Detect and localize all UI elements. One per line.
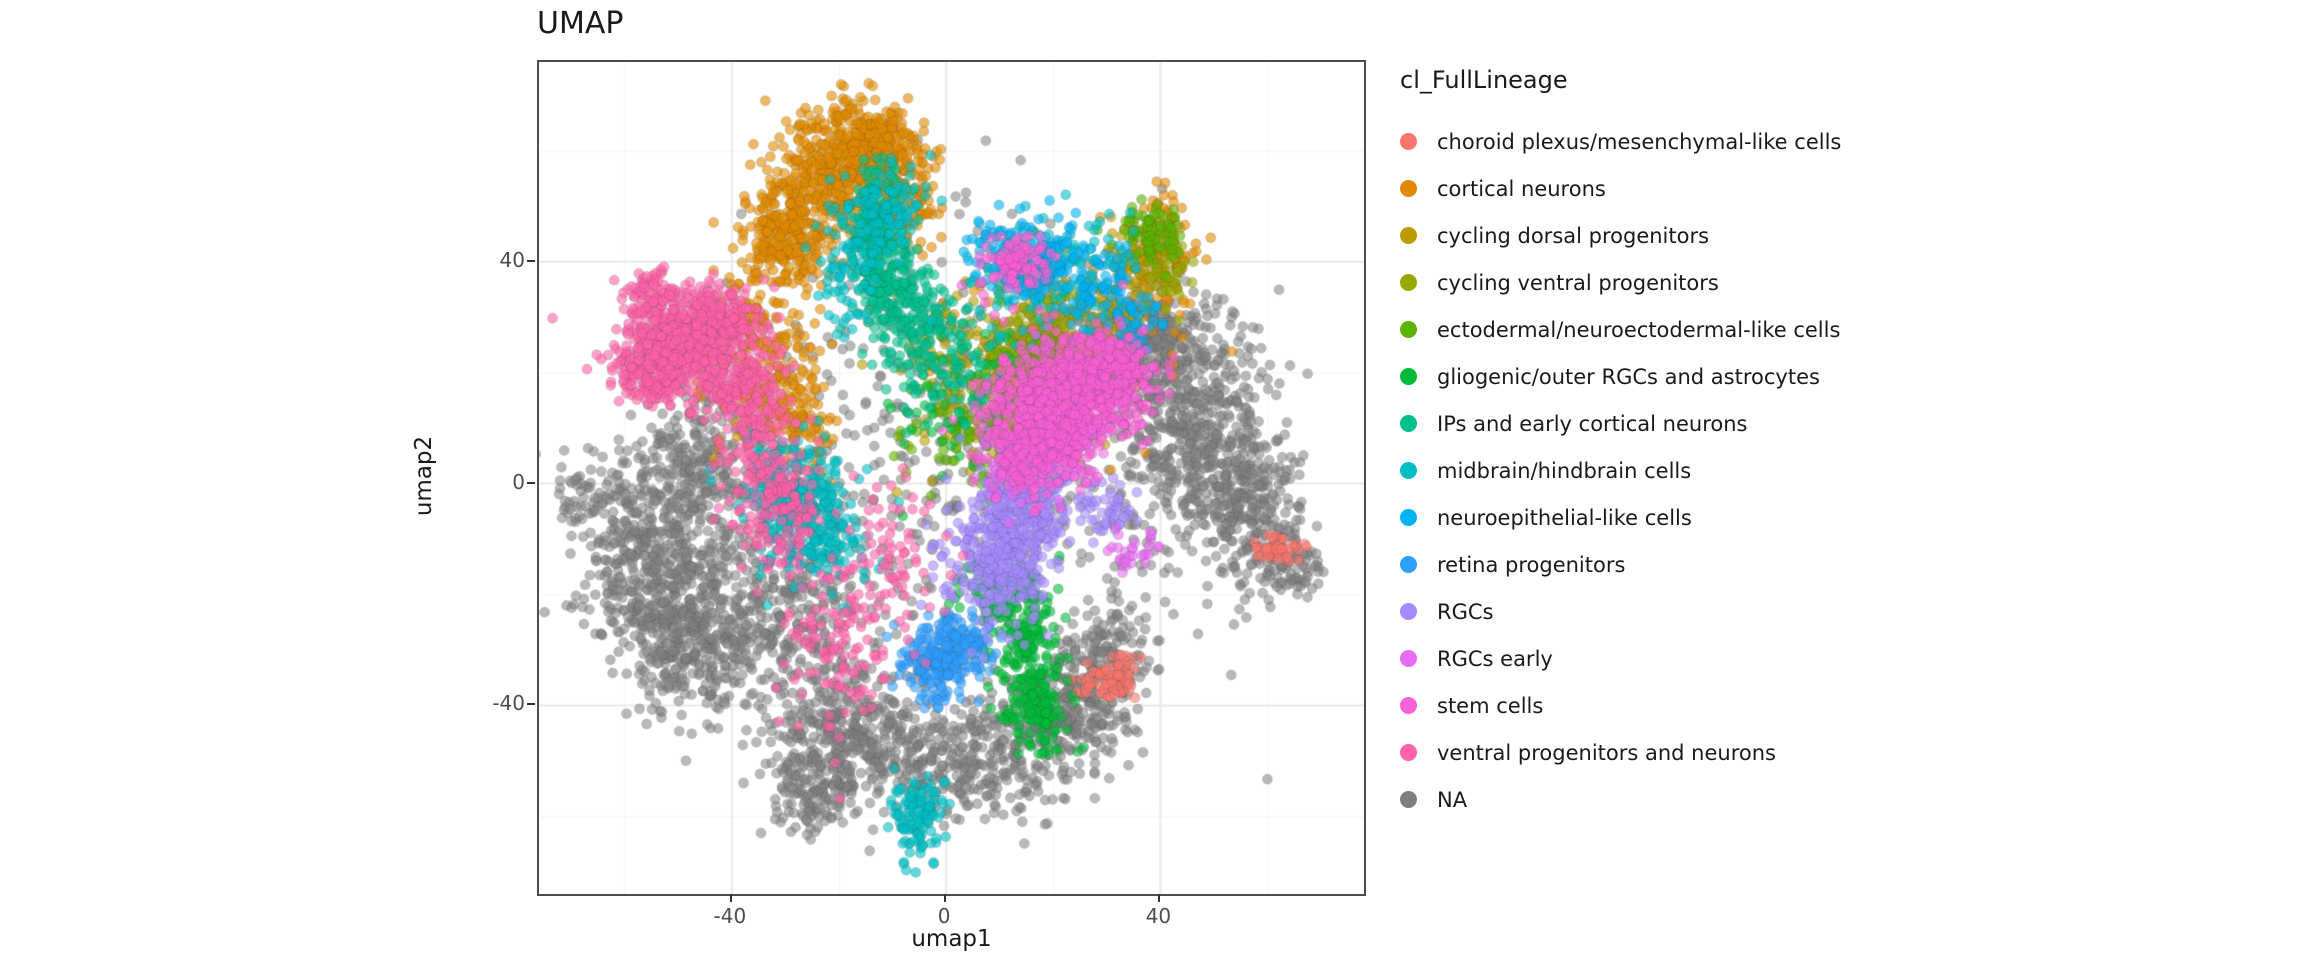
legend-swatch	[1400, 227, 1417, 244]
legend-swatch	[1400, 556, 1417, 573]
legend-label: gliogenic/outer RGCs and astrocytes	[1437, 364, 1820, 389]
y-axis-title-wrap: umap2	[404, 60, 444, 892]
legend-label: retina progenitors	[1437, 552, 1626, 577]
legend-label: choroid plexus/mesenchymal-like cells	[1437, 129, 1842, 154]
legend-swatch	[1400, 791, 1417, 808]
x-tick-mark	[944, 894, 947, 902]
y-tick-mark	[527, 703, 535, 706]
legend-item: choroid plexus/mesenchymal-like cells	[1400, 118, 1960, 165]
legend-swatch	[1400, 180, 1417, 197]
legend-label: ventral progenitors and neurons	[1437, 740, 1776, 765]
legend-swatch	[1400, 321, 1417, 338]
legend-item: IPs and early cortical neurons	[1400, 400, 1960, 447]
legend-label: RGCs	[1437, 599, 1494, 624]
legend-label: ectodermal/neuroectodermal-like cells	[1437, 317, 1841, 342]
legend-swatch	[1400, 415, 1417, 432]
legend-item: ectodermal/neuroectodermal-like cells	[1400, 306, 1960, 353]
legend-items: choroid plexus/mesenchymal-like cells cor…	[1400, 118, 1960, 823]
plot-panel	[537, 60, 1366, 896]
legend-item: stem cells	[1400, 682, 1960, 729]
legend-swatch	[1400, 650, 1417, 667]
legend-item: midbrain/hindbrain cells	[1400, 447, 1960, 494]
y-tick-label: -40	[492, 691, 525, 716]
y-axis-title: umap2	[411, 435, 437, 517]
y-tick-mark	[527, 259, 535, 262]
legend-item: RGCs early	[1400, 635, 1960, 682]
x-tick-mark	[1158, 894, 1161, 902]
legend-item: NA	[1400, 776, 1960, 823]
legend-swatch	[1400, 603, 1417, 620]
legend: cl_FullLineage choroid plexus/mesenchyma…	[1400, 66, 1960, 823]
legend-item: ventral progenitors and neurons	[1400, 729, 1960, 776]
x-tick-label: -40	[713, 904, 747, 928]
legend-label: NA	[1437, 787, 1468, 812]
legend-item: cortical neurons	[1400, 165, 1960, 212]
legend-item: retina progenitors	[1400, 541, 1960, 588]
x-tick-mark	[729, 894, 732, 902]
plot-title: UMAP	[537, 6, 624, 41]
legend-item: gliogenic/outer RGCs and astrocytes	[1400, 353, 1960, 400]
legend-swatch	[1400, 697, 1417, 714]
legend-item: RGCs	[1400, 588, 1960, 635]
legend-item: cycling dorsal progenitors	[1400, 212, 1960, 259]
legend-swatch	[1400, 509, 1417, 526]
legend-label: stem cells	[1437, 693, 1544, 718]
legend-item: cycling ventral progenitors	[1400, 259, 1960, 306]
legend-label: RGCs early	[1437, 646, 1553, 671]
legend-swatch	[1400, 274, 1417, 291]
legend-label: cortical neurons	[1437, 176, 1606, 201]
y-tick-mark	[527, 481, 535, 484]
y-tick-label: 0	[512, 469, 525, 494]
legend-swatch	[1400, 133, 1417, 150]
legend-label: cycling ventral progenitors	[1437, 270, 1719, 295]
y-tick-label: 40	[499, 247, 525, 272]
legend-label: cycling dorsal progenitors	[1437, 223, 1710, 248]
legend-swatch	[1400, 744, 1417, 761]
legend-swatch	[1400, 368, 1417, 385]
x-axis-title: umap1	[911, 926, 992, 952]
legend-label: IPs and early cortical neurons	[1437, 411, 1748, 436]
legend-label: midbrain/hindbrain cells	[1437, 458, 1692, 483]
legend-label: neuroepithelial-like cells	[1437, 505, 1692, 530]
x-tick-label: 40	[1145, 904, 1172, 928]
scatter-plot-canvas	[539, 62, 1364, 894]
x-tick-label: 0	[937, 904, 951, 928]
legend-swatch	[1400, 462, 1417, 479]
legend-item: neuroepithelial-like cells	[1400, 494, 1960, 541]
legend-title: cl_FullLineage	[1400, 66, 1568, 94]
